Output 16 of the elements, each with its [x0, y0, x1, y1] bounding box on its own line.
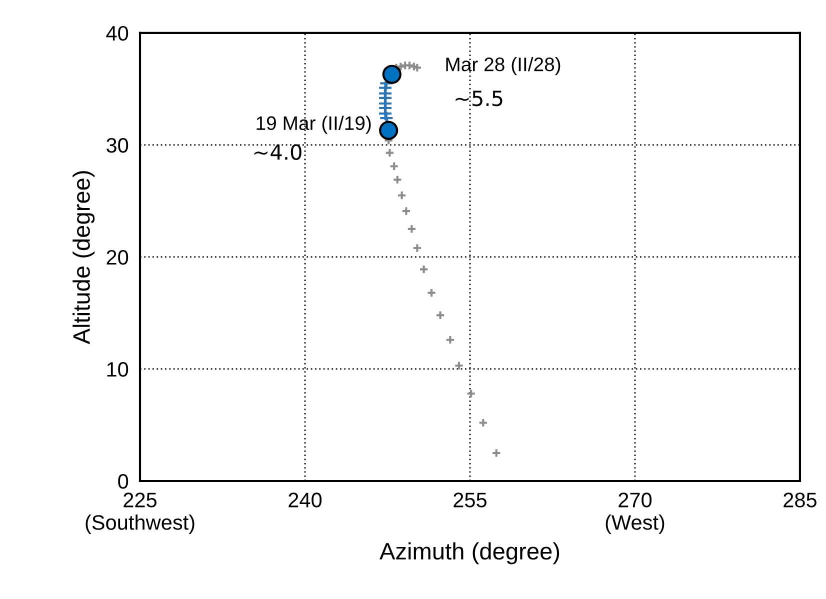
annotation: ∼5.5: [456, 90, 502, 106]
x-tick-label: 240: [288, 492, 322, 508]
y-tick-label: 0: [118, 474, 128, 489]
annotation: 19 Mar (II/19): [256, 116, 371, 134]
y-tick-label: 30: [106, 138, 128, 153]
y-axis-title: Altitude (degree): [72, 171, 95, 344]
y-tick-label: 20: [106, 250, 128, 265]
x-tick-label: 225 (Southwest): [86, 492, 194, 534]
x-tick-label: 285: [784, 492, 816, 508]
annotation: ∼4.0: [254, 144, 302, 160]
y-tick-label: 40: [106, 26, 128, 41]
annotation: Mar 28 (II/28): [446, 56, 560, 76]
y-tick-label: 10: [107, 362, 128, 377]
x-tick-label: 255: [454, 492, 486, 508]
x-axis-title: Azimuth (degree): [380, 542, 560, 564]
x-tick-label: 270 (West): [606, 492, 664, 534]
